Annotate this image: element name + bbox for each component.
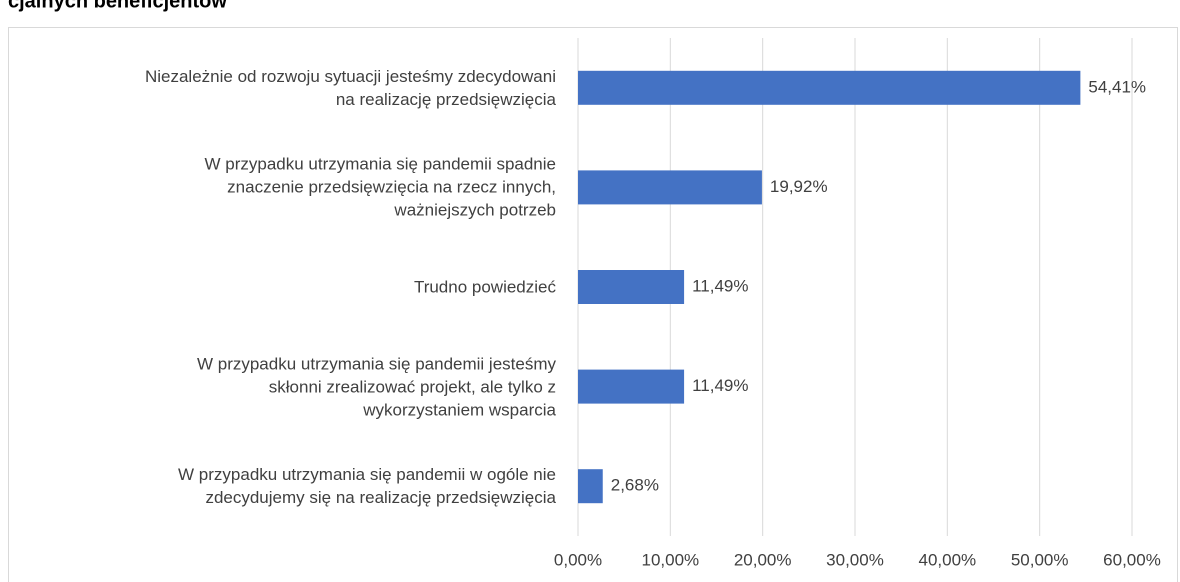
x-tick-label: 10,00% xyxy=(641,550,699,569)
y-tick-label: W przypadku utrzymania się pandemii spad… xyxy=(204,154,556,220)
data-label: 2,68% xyxy=(611,476,659,495)
x-tick-label: 40,00% xyxy=(918,550,976,569)
x-tick-label: 50,00% xyxy=(1011,550,1069,569)
bar xyxy=(578,170,762,205)
bar xyxy=(578,469,603,504)
x-tick-label: 20,00% xyxy=(734,550,792,569)
data-label: 19,92% xyxy=(770,177,828,196)
chart-title: cjalnych beneficjentów xyxy=(8,0,227,12)
data-label: 11,49% xyxy=(692,276,748,295)
y-tick-label: W przypadku utrzymania się pandemii jest… xyxy=(196,354,556,420)
data-label: 11,49% xyxy=(692,376,748,395)
x-tick-label: 60,00% xyxy=(1103,550,1161,569)
chart-frame xyxy=(8,27,1178,582)
x-tick-label: 0,00% xyxy=(554,550,602,569)
bar xyxy=(578,369,685,404)
y-tick-label: Trudno powiedzieć xyxy=(413,277,556,297)
bar xyxy=(578,270,685,304)
bar xyxy=(578,70,1081,105)
x-tick-label: 30,00% xyxy=(826,550,884,569)
data-label: 54,41% xyxy=(1088,77,1146,96)
y-tick-label: Niezależnie od rozwoju sytuacji jesteśmy… xyxy=(144,66,556,109)
y-tick-label: W przypadku utrzymania się pandemii w og… xyxy=(178,465,556,508)
